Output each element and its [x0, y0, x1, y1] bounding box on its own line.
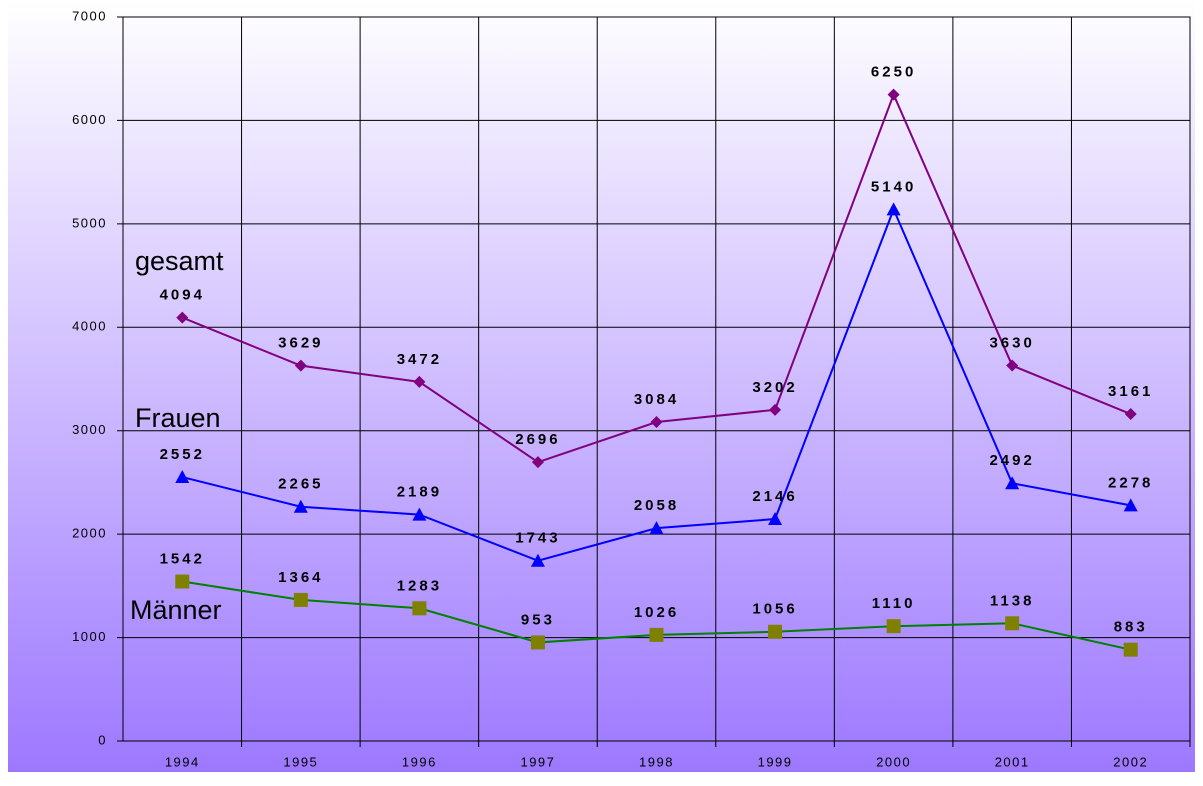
x-tick-label: 1995	[283, 754, 318, 769]
marker	[412, 601, 427, 616]
x-tick-label: 1998	[639, 754, 674, 769]
data-label: 953	[521, 611, 555, 628]
y-tick-label: 6000	[72, 112, 107, 127]
data-label: 2552	[160, 446, 205, 463]
marker	[886, 202, 901, 216]
data-label: 1056	[752, 601, 797, 618]
data-label: 1138	[990, 592, 1035, 609]
marker	[769, 403, 782, 416]
data-label: 4094	[160, 287, 205, 304]
marker	[768, 624, 783, 639]
y-tick-label: 1000	[72, 629, 107, 644]
data-label: 2492	[989, 452, 1034, 469]
marker	[413, 375, 426, 388]
marker	[293, 499, 308, 513]
data-label: 5140	[871, 178, 916, 195]
y-tick-label: 0	[98, 732, 107, 747]
x-tick-label: 1997	[520, 754, 555, 769]
marker	[176, 311, 189, 324]
y-tick-label: 2000	[72, 526, 107, 541]
marker	[1123, 498, 1138, 512]
y-tick-label: 5000	[72, 215, 107, 230]
x-tick-label: 1994	[165, 754, 200, 769]
data-label: 2278	[1108, 474, 1153, 491]
data-label: 3202	[752, 379, 797, 396]
y-tick-label: 7000	[72, 8, 107, 23]
data-label: 883	[1114, 619, 1148, 636]
marker	[649, 521, 664, 535]
data-label: 2696	[515, 431, 560, 448]
data-label: 3472	[397, 351, 442, 368]
series-name: Frauen	[135, 403, 221, 433]
marker	[531, 456, 544, 469]
data-label: 1026	[634, 604, 679, 621]
series-name: Männer	[130, 595, 222, 625]
x-tick-label: 2002	[1113, 754, 1148, 769]
data-label: 1743	[515, 530, 560, 547]
data-label: 2058	[634, 497, 679, 514]
marker	[650, 416, 663, 429]
y-tick-label: 3000	[72, 422, 107, 437]
marker	[294, 359, 307, 372]
marker	[530, 635, 545, 650]
marker	[530, 553, 545, 567]
marker	[1005, 616, 1020, 631]
marker	[293, 592, 308, 607]
series-name: gesamt	[135, 246, 224, 276]
marker	[1123, 642, 1138, 657]
marker	[649, 627, 664, 642]
x-tick-label: 2001	[995, 754, 1030, 769]
y-tick-label: 4000	[72, 319, 107, 334]
x-tick-label: 1999	[758, 754, 793, 769]
data-label: 3084	[634, 391, 679, 408]
marker	[887, 88, 900, 101]
marker	[886, 619, 901, 634]
data-label: 1110	[872, 595, 916, 612]
data-label: 1542	[160, 550, 205, 567]
data-label: 2189	[397, 484, 442, 501]
marker	[1005, 476, 1020, 490]
data-label: 6250	[871, 64, 916, 81]
marker	[1006, 359, 1019, 372]
data-label: 2265	[278, 476, 323, 493]
data-label: 3630	[989, 335, 1034, 352]
data-label: 2146	[752, 488, 797, 505]
x-tick-label: 1996	[402, 754, 437, 769]
x-tick-label: 2000	[876, 754, 911, 769]
marker	[768, 512, 783, 526]
marker	[412, 507, 427, 521]
marker	[175, 574, 190, 589]
marker	[175, 470, 190, 484]
background	[8, 0, 1195, 772]
data-label: 1283	[397, 577, 442, 594]
data-label: 1364	[278, 569, 323, 586]
data-label: 3161	[1108, 383, 1153, 400]
marker	[1124, 408, 1137, 421]
data-label: 3629	[278, 335, 323, 352]
